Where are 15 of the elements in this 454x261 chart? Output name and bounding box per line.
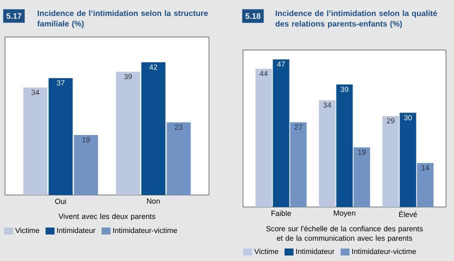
- bar: [74, 134, 98, 195]
- bar: [318, 100, 336, 207]
- bar: [166, 122, 191, 195]
- bar: [272, 59, 290, 207]
- bar: [400, 112, 416, 207]
- bar: [336, 84, 353, 207]
- bar: [141, 62, 166, 195]
- bar: [48, 78, 73, 195]
- bar: [417, 163, 434, 207]
- bar: [23, 88, 48, 195]
- bar: [256, 68, 272, 207]
- bar: [290, 122, 307, 207]
- bar: [116, 72, 140, 195]
- bar: [382, 116, 399, 207]
- bar: [354, 147, 370, 207]
